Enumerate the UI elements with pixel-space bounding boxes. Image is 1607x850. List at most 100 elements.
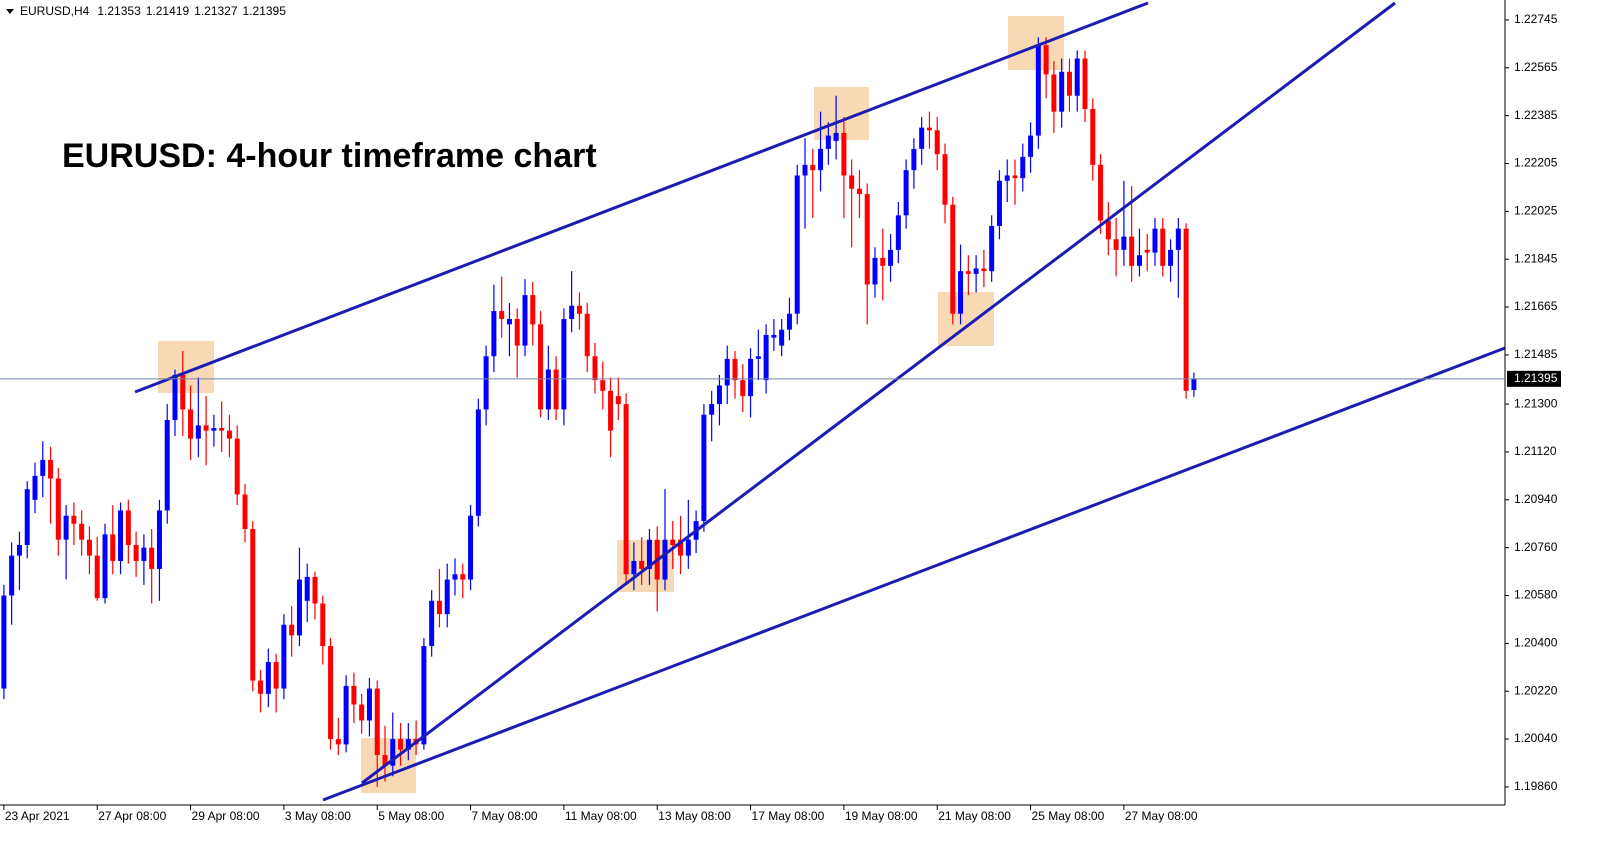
- y-tick-label: 1.20580: [1514, 588, 1558, 602]
- x-tick-label: 3 May 08:00: [285, 809, 351, 823]
- candle-body: [281, 624, 287, 689]
- candle-body: [950, 204, 956, 314]
- candle-body: [55, 478, 61, 540]
- candle-body: [996, 180, 1002, 226]
- candle-body: [79, 523, 85, 540]
- x-tick-label: 13 May 08:00: [658, 809, 731, 823]
- trend-line: [134, 1, 1149, 394]
- candle-body: [219, 428, 225, 431]
- candle-body: [234, 438, 240, 495]
- candle-body: [755, 356, 761, 359]
- candle-body: [545, 369, 551, 410]
- y-tick-label: 1.20040: [1514, 731, 1558, 745]
- candle-body: [110, 534, 116, 561]
- candle-body: [102, 534, 108, 599]
- candle-body: [398, 739, 404, 750]
- y-tick-label: 1.22565: [1514, 60, 1558, 74]
- trend-lines: [134, 1, 1506, 802]
- x-tick-label: 29 Apr 08:00: [192, 809, 260, 823]
- candle-body: [810, 164, 816, 171]
- candle-body: [1082, 58, 1088, 109]
- candle-body: [631, 560, 637, 575]
- candle-body: [188, 409, 194, 439]
- candle-body: [296, 579, 302, 636]
- candle-body: [662, 539, 668, 580]
- header-close: 1.21395: [243, 4, 287, 18]
- candle-body: [561, 319, 567, 410]
- candle-body: [289, 624, 295, 636]
- candle-body: [771, 334, 777, 338]
- candle-body: [335, 739, 341, 745]
- candle-body: [359, 704, 365, 721]
- y-tick-label: 1.22205: [1514, 156, 1558, 170]
- candle-body: [592, 356, 598, 381]
- candle-body: [141, 547, 147, 561]
- candle-body: [872, 257, 878, 285]
- trend-line: [361, 1, 1396, 785]
- candle-body: [24, 489, 30, 545]
- candle-body: [405, 739, 411, 750]
- y-tick-label: 1.22385: [1514, 108, 1558, 122]
- price-tag-label: 1.21395: [1514, 371, 1558, 385]
- candle-body: [942, 154, 948, 205]
- y-tick-label: 1.22025: [1514, 204, 1558, 218]
- candle-body: [164, 420, 170, 511]
- candle-body: [1183, 228, 1189, 391]
- y-tick-label: 1.21120: [1514, 444, 1557, 458]
- y-tick-label: 1.20760: [1514, 540, 1558, 554]
- candle-body: [1191, 378, 1197, 391]
- candle-body: [522, 295, 528, 346]
- candle-body: [9, 555, 15, 596]
- candle-body: [608, 390, 614, 431]
- candle-body: [678, 539, 684, 556]
- candle-body: [1004, 175, 1010, 181]
- candle-body: [86, 539, 92, 556]
- y-tick-label: 1.20940: [1514, 492, 1558, 506]
- candle-body: [1168, 249, 1174, 266]
- candle-body: [926, 127, 932, 131]
- candle-body: [639, 560, 645, 569]
- candle-body: [94, 555, 100, 599]
- candle-body: [973, 268, 979, 274]
- candle-body: [1129, 236, 1135, 266]
- x-tick-label: 17 May 08:00: [752, 809, 825, 823]
- candle-body: [600, 380, 606, 391]
- y-tick-label: 1.20220: [1514, 683, 1558, 697]
- candle-body: [911, 148, 917, 171]
- candle-body: [444, 579, 450, 615]
- candle-body: [1175, 228, 1181, 250]
- candle-body: [258, 680, 264, 694]
- candle-body: [48, 459, 54, 479]
- candle-body: [40, 459, 46, 476]
- candle-body: [1012, 175, 1018, 179]
- highlight-box: [158, 341, 214, 393]
- y-tick-label: 1.21665: [1514, 299, 1558, 313]
- x-tick-label: 25 May 08:00: [1032, 809, 1105, 823]
- candle-body: [779, 329, 785, 346]
- x-tick-label: 23 Apr 2021: [5, 809, 70, 823]
- candle-body: [63, 515, 69, 540]
- x-tick-label: 27 Apr 08:00: [98, 809, 166, 823]
- candle-body: [203, 425, 209, 431]
- candle-body: [569, 305, 575, 320]
- candle-body: [273, 661, 279, 689]
- candle-body: [32, 475, 38, 500]
- candle-body: [701, 414, 707, 522]
- x-tick-label: 7 May 08:00: [472, 809, 538, 823]
- candle-body: [880, 257, 886, 266]
- candle-body: [530, 295, 536, 325]
- candle-body: [553, 369, 559, 410]
- candle-body: [716, 385, 722, 405]
- candle-body: [802, 164, 808, 176]
- candle-body: [71, 515, 77, 524]
- candle-body: [1051, 74, 1057, 112]
- candle-body: [1028, 135, 1034, 157]
- candle-body: [1043, 45, 1049, 75]
- candle-body: [888, 249, 894, 266]
- header-open: 1.21353: [97, 4, 141, 18]
- candle-body: [125, 510, 131, 545]
- x-tick-label: 27 May 08:00: [1125, 809, 1198, 823]
- candle-body: [576, 305, 582, 314]
- candle-body: [856, 188, 862, 195]
- candle-body: [468, 515, 474, 580]
